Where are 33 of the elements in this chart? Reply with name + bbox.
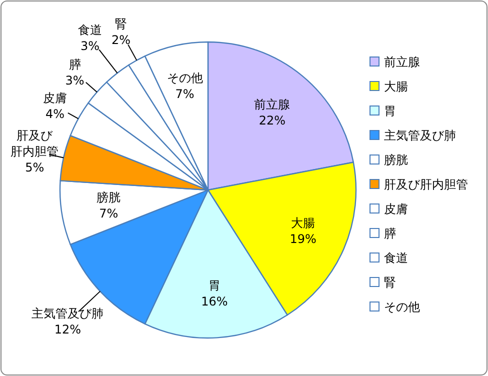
legend-label: 主気管及び肺 (384, 128, 456, 142)
slice-label: 胃 (208, 278, 221, 292)
data-label: 3% (80, 38, 100, 53)
data-label: 22% (258, 113, 286, 128)
slice-label: 肝及び肝内胆管 (10, 128, 59, 158)
data-label: 5% (25, 160, 44, 174)
category-label: 膀胱 (96, 190, 121, 205)
legend-label: 食道 (384, 251, 408, 265)
data-label: 3% (65, 74, 84, 88)
data-label: 7% (175, 87, 194, 102)
data-label: 2% (111, 32, 131, 47)
legend-label: 皮膚 (384, 202, 408, 216)
category-label: 食道 (78, 22, 102, 37)
legend-label: 膵 (384, 226, 396, 240)
data-label: 16% (201, 294, 228, 308)
slice-label: 腎 (115, 16, 128, 31)
data-label: 4% (45, 106, 64, 121)
data-label: 12% (54, 322, 82, 337)
slice-label: 膵 (68, 58, 81, 72)
legend-label: 前立腺 (384, 55, 420, 69)
legend-label: その他 (384, 300, 420, 314)
legend-label: 胃 (384, 104, 396, 118)
slice-label: 大腸 (291, 216, 316, 230)
data-label: 7% (99, 206, 118, 221)
slice-label: 皮膚 (42, 90, 67, 105)
legend-label: 膀胱 (384, 153, 408, 167)
legend-label: 大腸 (384, 80, 408, 94)
category-label: その他 (166, 71, 203, 86)
slice-label: 前立腺 (254, 97, 290, 112)
legend-label: 肝及び肝内胆管 (384, 178, 468, 192)
data-label: 19% (290, 232, 316, 246)
legend-label: 腎 (384, 276, 396, 290)
slice-label: 主気管及び肺 (32, 306, 104, 321)
